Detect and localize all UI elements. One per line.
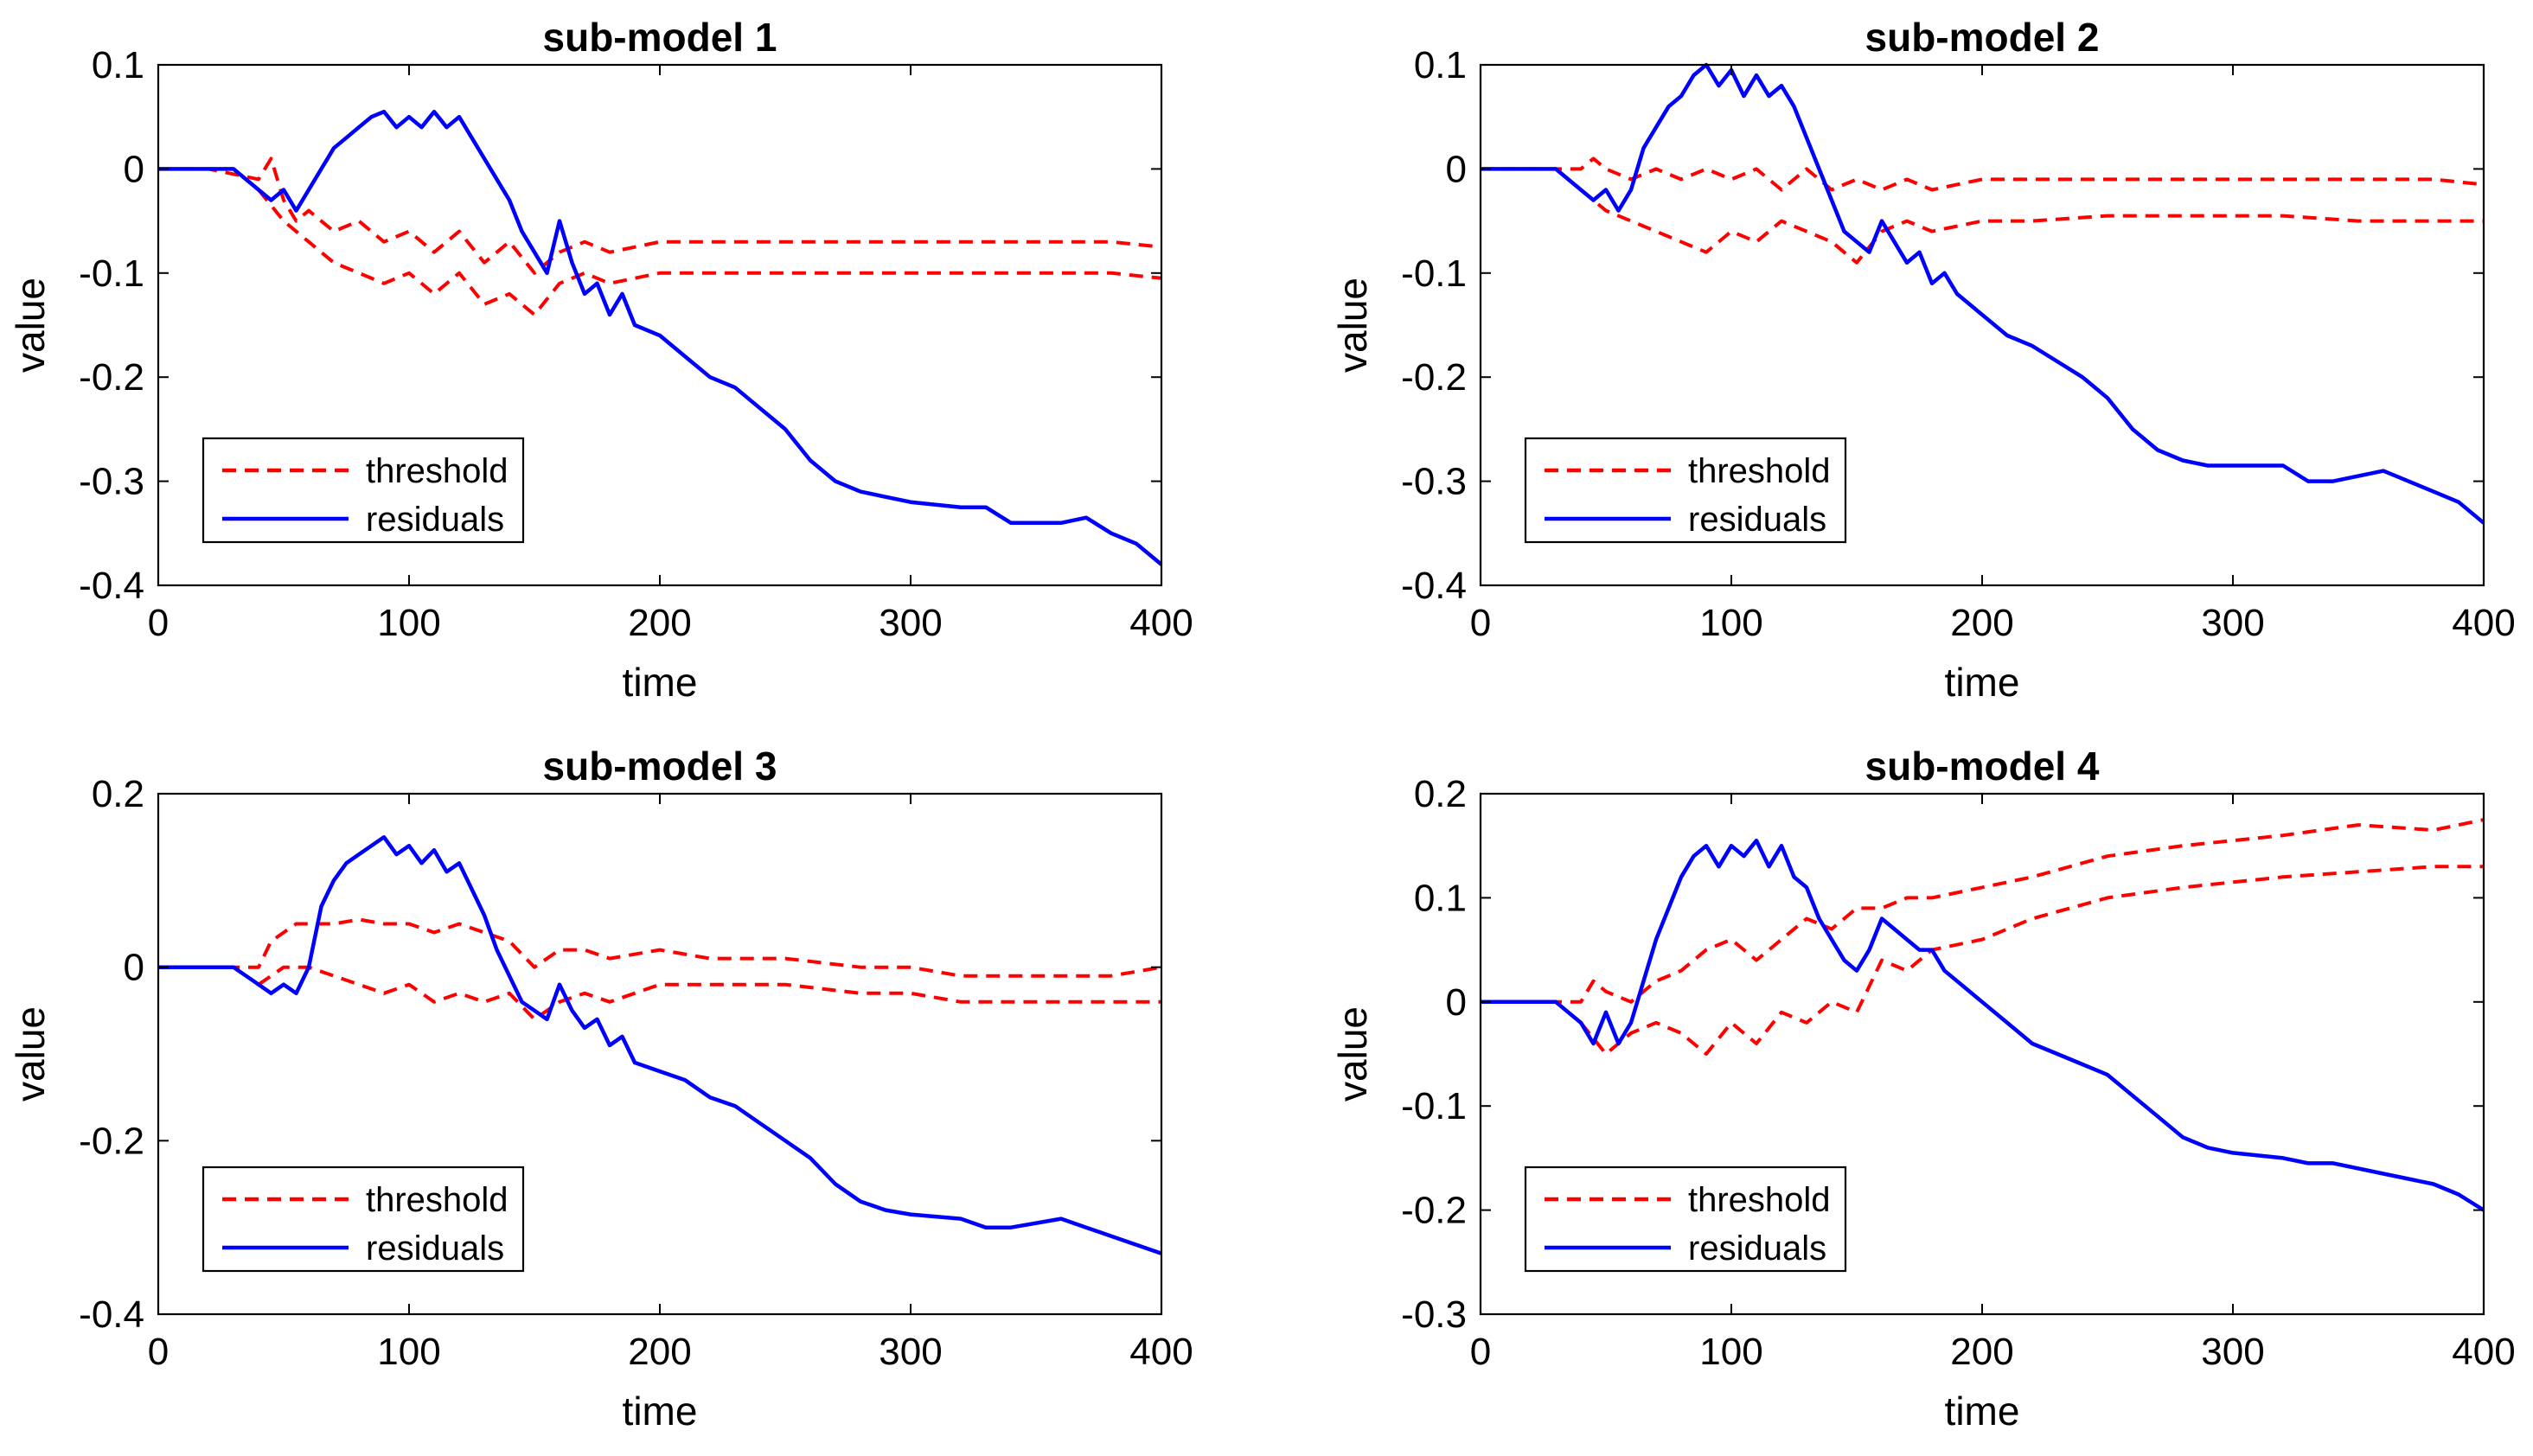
x-tick-label: 200 (1950, 1331, 2013, 1373)
y-tick-label: 0 (124, 947, 144, 989)
legend-label: residuals (366, 1229, 504, 1268)
x-axis-label: time (1945, 660, 2020, 705)
y-axis-label: value (8, 278, 53, 373)
x-axis-label: time (1945, 1389, 2020, 1434)
series-residuals-line (1481, 62, 2485, 525)
y-tick-label: 0 (1446, 148, 1467, 190)
x-tick-label: 400 (2452, 602, 2515, 644)
y-tick-label: 0 (1446, 981, 1467, 1024)
y-tick-label: -0.2 (1401, 356, 1467, 399)
subplot-4: 0 100 200 300 400 -0.3 -0.2 -0.1 0 0.1 0.2 sub-mode… (1330, 744, 2516, 1434)
y-tick-label: 0.2 (1414, 773, 1467, 815)
y-axis-label: value (8, 1006, 53, 1102)
x-tick-label: 100 (1699, 602, 1762, 644)
y-tick-label: -0.4 (1401, 565, 1467, 607)
y-tick-label: 0 (124, 148, 144, 190)
y-tick-label: -0.2 (1401, 1190, 1467, 1232)
x-tick-label: 0 (1470, 602, 1491, 644)
x-tick-label: 100 (1699, 1331, 1762, 1373)
subplot-2: 0 100 200 300 400 -0.4 -0.3 -0.2 -0.1 0 0.1 sub-mod… (1330, 15, 2516, 705)
x-tick-label: 200 (628, 1331, 691, 1373)
subplot-1: 0 100 200 300 400 -0.4 -0.3 -0.2 -0.1 0 0.1 sub-mod… (8, 15, 1193, 705)
x-tick-label: 400 (1129, 1331, 1193, 1373)
legend-label: residuals (366, 501, 504, 539)
x-tick-label: 400 (2452, 1331, 2515, 1373)
y-axis-label: value (1330, 1006, 1375, 1102)
x-tick-label: 300 (879, 1331, 942, 1373)
series-residuals-line (158, 834, 1162, 1255)
chart-title: sub-model 4 (1865, 744, 2100, 789)
y-tick-label: 0.1 (1414, 877, 1467, 919)
legend: threshold residuals (1524, 437, 1847, 544)
x-tick-label: 100 (377, 1331, 440, 1373)
y-tick-label: -0.1 (1401, 252, 1467, 295)
legend: threshold residuals (201, 1165, 525, 1273)
subplot-3: 0 100 200 300 400 -0.4 -0.2 0 0.2 sub-model 3 time… (8, 744, 1193, 1434)
x-tick-label: 300 (879, 602, 942, 644)
y-tick-label: 0.1 (92, 44, 144, 86)
x-tick-label: 200 (1950, 602, 2013, 644)
y-axis-label: value (1330, 278, 1375, 373)
x-tick-label: 300 (2201, 602, 2264, 644)
y-tick-label: -0.2 (79, 1120, 144, 1162)
chart-title: sub-model 3 (543, 744, 777, 789)
y-tick-label: -0.4 (79, 1293, 144, 1336)
legend: threshold residuals (1524, 1165, 1847, 1273)
series-residuals-line (1481, 838, 2485, 1212)
x-axis-label: time (623, 660, 698, 705)
series-threshold-lower-line (257, 188, 1162, 316)
y-tick-label: -0.4 (79, 565, 144, 607)
x-tick-label: 0 (1470, 1331, 1491, 1373)
chart-title: sub-model 2 (1865, 15, 2100, 60)
x-tick-label: 200 (628, 602, 691, 644)
legend-box (1524, 437, 1847, 544)
legend-box (201, 1165, 525, 1273)
legend: threshold residuals (201, 437, 525, 544)
y-tick-label: -0.2 (79, 356, 144, 399)
legend-label: residuals (1688, 501, 1826, 539)
x-tick-label: 0 (148, 602, 169, 644)
y-tick-label: -0.3 (79, 461, 144, 503)
y-tick-label: 0.2 (92, 773, 144, 815)
y-tick-label: -0.3 (1401, 461, 1467, 503)
legend-label: threshold (1688, 452, 1831, 490)
y-tick-label: -0.1 (1401, 1085, 1467, 1127)
series-threshold-lower-line (257, 965, 1161, 1021)
x-tick-label: 100 (377, 602, 440, 644)
x-tick-label: 300 (2201, 1331, 2264, 1373)
series-threshold-line (158, 917, 1162, 978)
series-residuals-line (158, 109, 1163, 566)
series-threshold-lower-line (1579, 188, 2484, 265)
x-axis-label: time (623, 1389, 698, 1434)
x-tick-label: 0 (148, 1331, 169, 1373)
series-threshold-line (1481, 156, 2485, 192)
y-tick-label: 0.1 (1414, 44, 1467, 86)
legend-label: threshold (366, 1181, 509, 1219)
y-tick-label: -0.3 (1401, 1293, 1467, 1336)
x-tick-label: 400 (1129, 602, 1193, 644)
legend-box (201, 437, 525, 544)
series-threshold-line (158, 156, 1162, 275)
legend-box (1524, 1165, 1847, 1273)
series-threshold-lower-line (1579, 865, 2484, 1056)
legend-label: threshold (366, 452, 509, 490)
legend-label: residuals (1688, 1229, 1826, 1268)
legend-label: threshold (1688, 1181, 1831, 1219)
y-tick-label: -0.1 (79, 252, 144, 295)
chart-title: sub-model 1 (543, 15, 777, 60)
series-threshold-line (1481, 818, 2485, 1004)
